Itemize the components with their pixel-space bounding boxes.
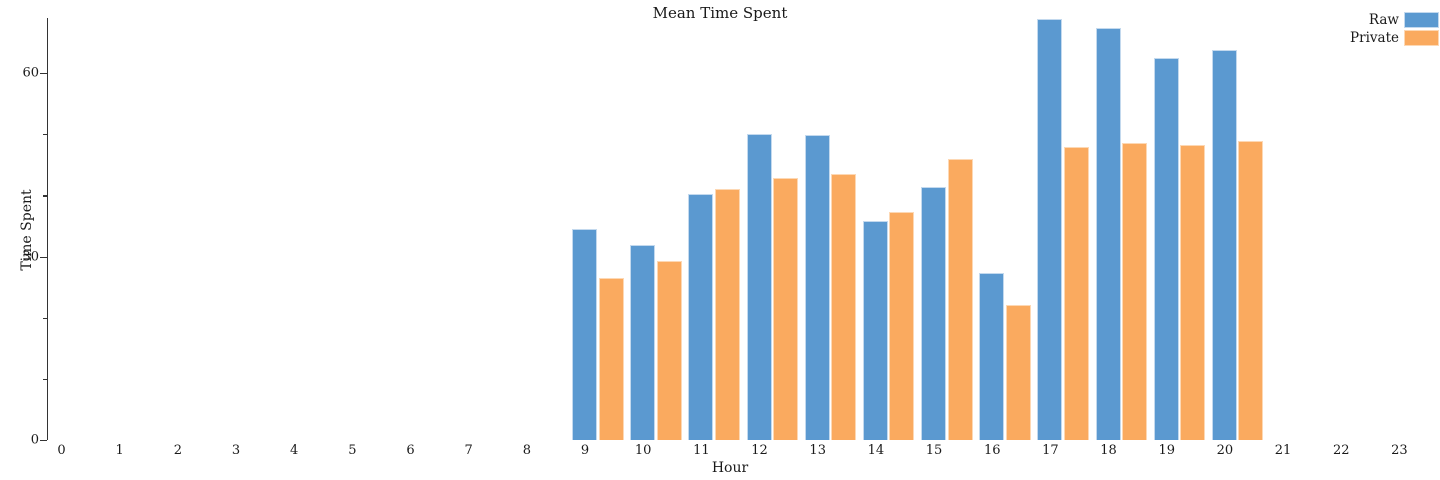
bar-private: [1122, 142, 1148, 440]
bar-private: [598, 277, 624, 440]
y-major-tick: [40, 73, 47, 75]
bar-raw: [630, 245, 656, 440]
legend: Raw Private: [1350, 12, 1439, 46]
bar-raw: [804, 134, 830, 440]
x-tick-label: 14: [867, 443, 885, 458]
x-tick-label: 22: [1332, 443, 1350, 458]
x-tick-label: 3: [231, 443, 241, 458]
x-tick-label: 23: [1391, 443, 1408, 458]
legend-item-raw: Raw: [1350, 12, 1439, 28]
bar-private: [947, 158, 973, 440]
x-tick-label: 2: [173, 443, 182, 458]
bar-raw: [746, 133, 772, 440]
x-tick-label: 12: [751, 443, 768, 458]
y-major-tick: [40, 440, 47, 442]
x-tick-label: 1: [115, 443, 124, 458]
bar-private: [831, 173, 857, 440]
x-tick-label: 18: [1100, 443, 1117, 458]
bar-raw: [1095, 28, 1121, 440]
x-tick-label: 13: [809, 443, 826, 458]
bar-raw: [921, 186, 947, 440]
x-tick-label: 4: [290, 443, 299, 458]
bar-raw: [1037, 19, 1063, 440]
bar-private: [1238, 140, 1264, 440]
bar-raw: [688, 194, 714, 440]
y-tick-label: 0: [30, 432, 39, 448]
chart-title: Mean Time Spent: [652, 4, 788, 22]
bar-raw: [1211, 49, 1237, 440]
y-minor-tick: [43, 134, 47, 136]
x-tick-label: 21: [1274, 443, 1292, 458]
bar-private: [656, 260, 682, 440]
x-tick-label: 10: [634, 443, 652, 458]
x-tick-label: 6: [406, 443, 415, 458]
x-tick-label: 7: [464, 443, 473, 458]
x-tick-label: 9: [580, 443, 590, 458]
bar-private: [1180, 145, 1206, 440]
legend-label-private: Private: [1350, 30, 1399, 46]
legend-swatch-private: [1404, 30, 1439, 46]
y-tick-label: 60: [22, 65, 39, 81]
x-tick-label: 11: [693, 443, 710, 458]
x-tick-label: 17: [1042, 443, 1059, 458]
bar-private: [889, 212, 915, 440]
x-tick-label: 16: [983, 443, 1001, 458]
x-axis-label: Hour: [711, 460, 749, 476]
bar-raw: [1153, 57, 1179, 440]
bar-raw: [979, 273, 1005, 440]
x-tick-label: 19: [1158, 443, 1175, 458]
y-minor-tick: [43, 195, 47, 197]
x-tick-label: 5: [348, 443, 357, 458]
y-minor-tick: [43, 378, 47, 381]
x-tick-label: 20: [1216, 443, 1234, 458]
bar-raw: [572, 228, 598, 440]
bar-private: [714, 189, 740, 440]
x-tick-label: 0: [57, 443, 66, 458]
bar-raw: [862, 221, 888, 440]
legend-item-private: Private: [1350, 30, 1439, 46]
legend-swatch-raw: [1404, 12, 1439, 28]
bar-private: [1005, 305, 1031, 440]
y-minor-tick: [43, 317, 47, 319]
y-axis-spine: [47, 17, 49, 440]
x-tick-label: 8: [522, 443, 531, 458]
y-major-tick: [40, 256, 47, 258]
bar-private: [1063, 147, 1089, 440]
x-tick-label: 15: [925, 443, 943, 458]
y-tick-label: 30: [22, 249, 39, 264]
legend-label-raw: Raw: [1368, 12, 1399, 28]
bar-private: [773, 178, 799, 440]
